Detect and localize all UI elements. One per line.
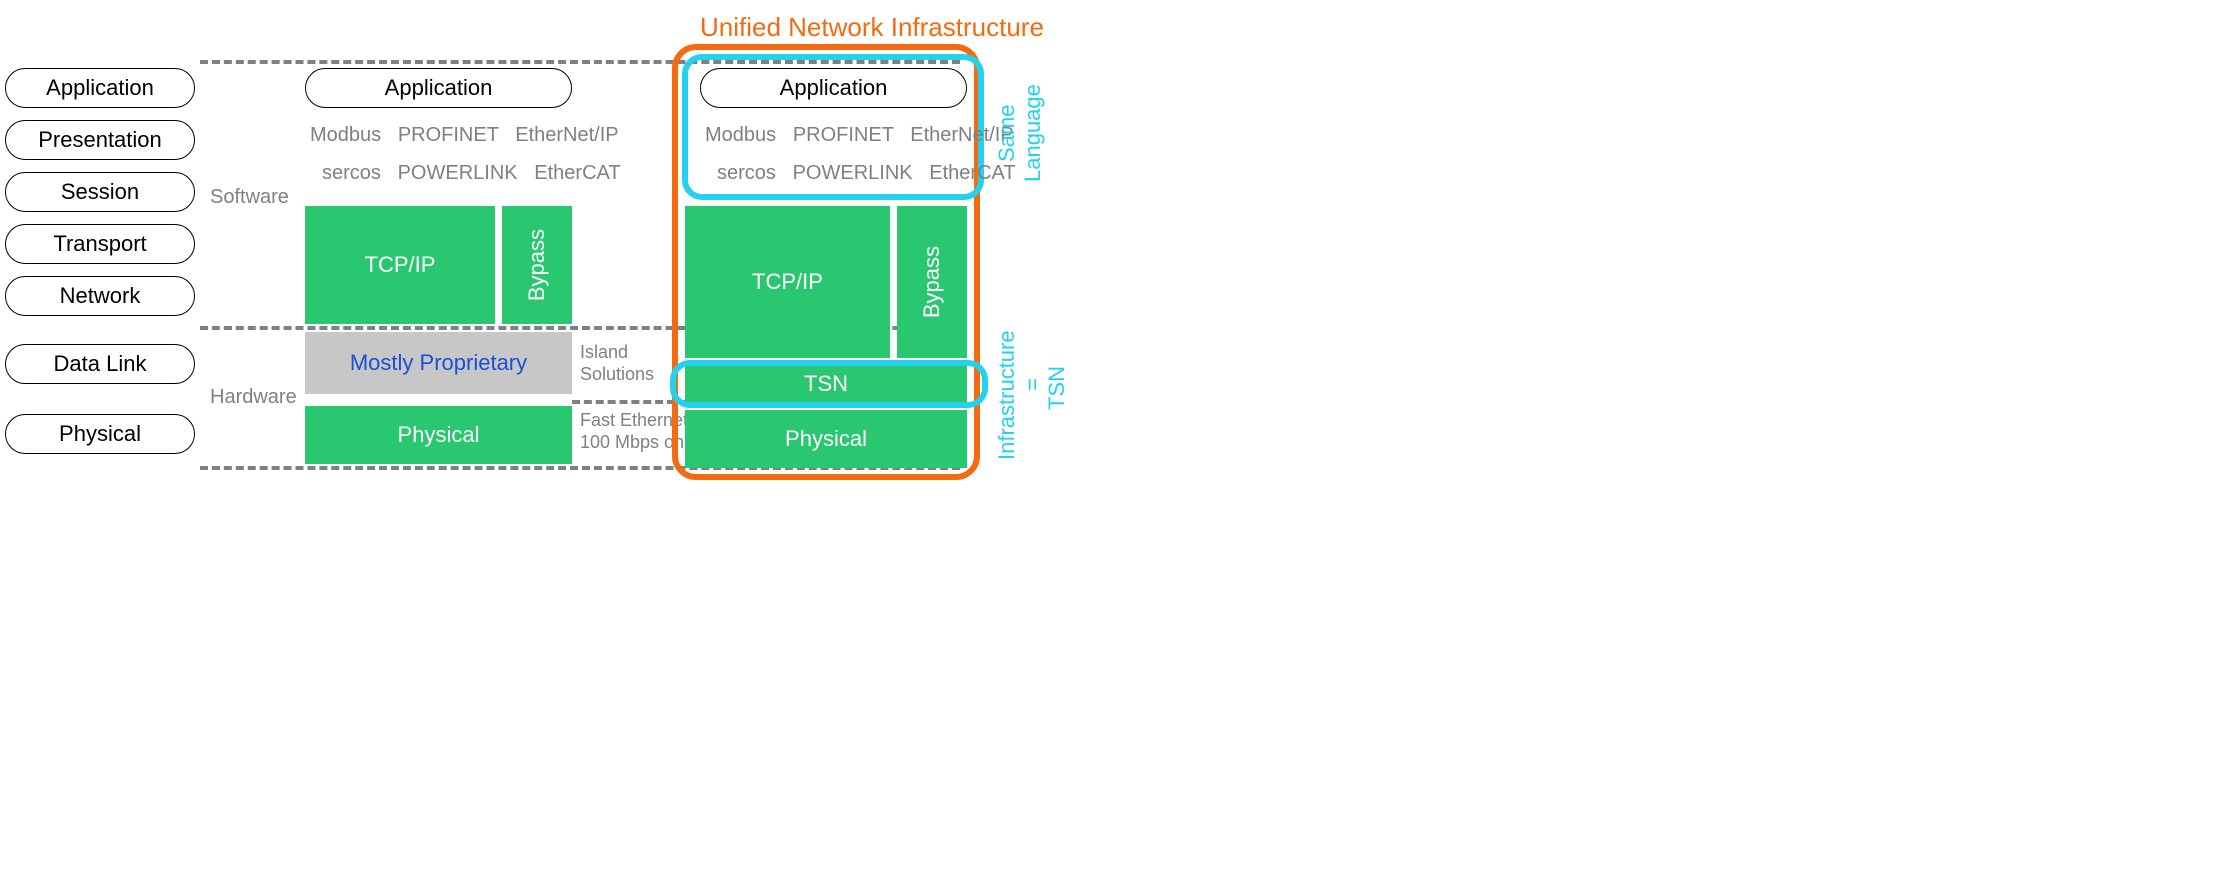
mid-tcpip-block: TCP/IP	[305, 206, 495, 324]
mid-protocols-row1: Modbus PROFINET EtherNet/IP	[310, 124, 619, 147]
right-protocols-row1: Modbus PROFINET EtherNet/IP	[705, 124, 1014, 147]
label-software: Software	[210, 186, 289, 209]
label-eq: =	[1020, 378, 1046, 391]
osi-network: Network	[5, 276, 195, 316]
osi-presentation: Presentation	[5, 120, 195, 160]
osi-application: Application	[5, 68, 195, 108]
label-same-language: Same Language	[994, 58, 1046, 208]
mid-mostly-proprietary-block: Mostly Proprietary	[305, 332, 572, 394]
note-island-solutions: Island Solutions	[580, 342, 654, 385]
mid-bypass-block: Bypass	[502, 206, 572, 324]
diagram-canvas: Application Presentation Session Transpo…	[0, 0, 1478, 590]
label-hardware: Hardware	[210, 386, 297, 409]
label-tsn-vert: TSN	[1044, 366, 1070, 410]
osi-datalink: Data Link	[5, 344, 195, 384]
osi-transport: Transport	[5, 224, 195, 264]
osi-session: Session	[5, 172, 195, 212]
osi-physical: Physical	[5, 414, 195, 454]
mid-bypass-label: Bypass	[524, 229, 550, 301]
right-application-pill: Application	[700, 68, 967, 108]
mid-protocols-row2: sercos POWERLINK EtherCAT	[322, 162, 621, 185]
label-infrastructure: Infrastructure	[994, 320, 1020, 470]
mid-physical-block: Physical	[305, 406, 572, 464]
right-protocols-row2: sercos POWERLINK EtherCAT	[717, 162, 1016, 185]
infrastructure-tsn-frame	[670, 360, 988, 408]
title-unified-infra: Unified Network Infrastructure	[700, 12, 1044, 43]
mid-application-pill: Application	[305, 68, 572, 108]
